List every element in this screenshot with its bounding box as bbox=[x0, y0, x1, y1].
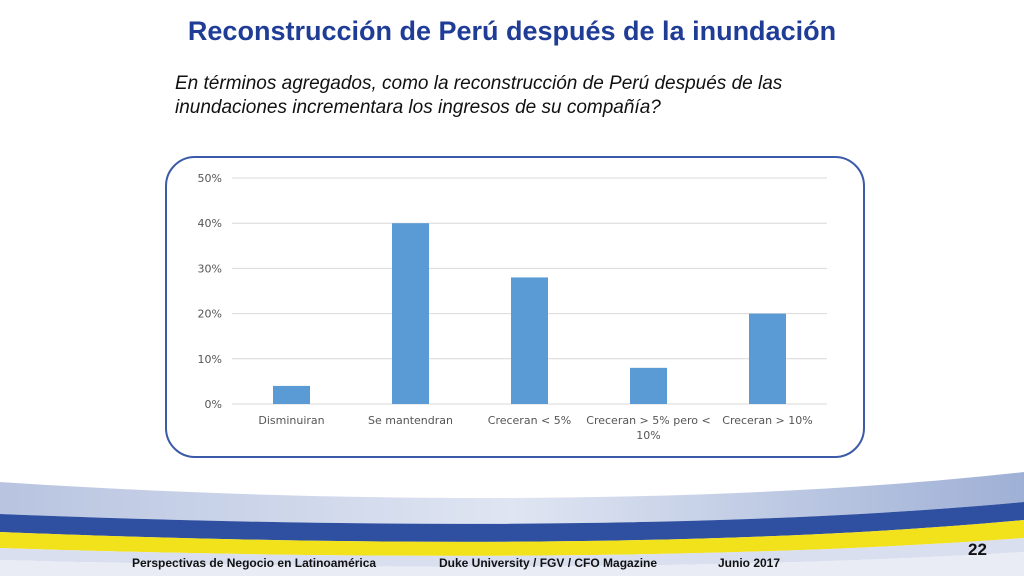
survey-question: En términos agregados, como la reconstru… bbox=[175, 72, 865, 120]
y-tick-label: 0% bbox=[205, 398, 222, 411]
x-category-label: Creceran < 5% bbox=[488, 414, 571, 427]
footer-decoration bbox=[0, 472, 1024, 576]
y-tick-label: 50% bbox=[198, 172, 222, 185]
slide-title: Reconstrucción de Perú después de la inu… bbox=[187, 16, 837, 46]
y-tick-label: 20% bbox=[198, 308, 222, 321]
chart-frame: 0% 10% 20% 30% 40% 50% Disminuiran Se mantendr… bbox=[165, 156, 865, 458]
x-category-label: Se mantendran bbox=[368, 414, 453, 427]
question-line-2: inundaciones incrementara los ingresos d… bbox=[175, 97, 661, 118]
y-axis-tick-labels: 0% 10% 20% 30% 40% 50% bbox=[198, 172, 222, 411]
bar bbox=[273, 385, 310, 404]
bar bbox=[392, 223, 429, 404]
x-category-label: Creceran > 10% bbox=[722, 414, 812, 427]
bar-chart: 0% 10% 20% 30% 40% 50% Disminuiran Se mantendr… bbox=[198, 172, 827, 442]
x-category-label: Disminuiran bbox=[258, 414, 324, 427]
x-category-label: Creceran > 5% pero <10% bbox=[586, 414, 710, 442]
footer-right-text: Junio 2017 bbox=[718, 556, 781, 570]
bar bbox=[511, 277, 548, 404]
bar bbox=[749, 313, 786, 404]
y-tick-label: 40% bbox=[198, 217, 222, 230]
bar bbox=[630, 367, 667, 404]
x-axis-category-labels: Disminuiran Se mantendran Creceran < 5% Cre… bbox=[258, 414, 812, 442]
page-number: 22 bbox=[968, 540, 987, 559]
y-tick-label: 30% bbox=[198, 262, 222, 275]
footer-center-text: Duke University / FGV / CFO Magazine bbox=[439, 556, 658, 570]
footer-left-text: Perspectivas de Negocio en Latinoamérica bbox=[132, 556, 377, 570]
bars bbox=[273, 223, 786, 404]
question-line-1: En términos agregados, como la reconstru… bbox=[175, 73, 783, 94]
y-tick-label: 10% bbox=[198, 353, 222, 366]
